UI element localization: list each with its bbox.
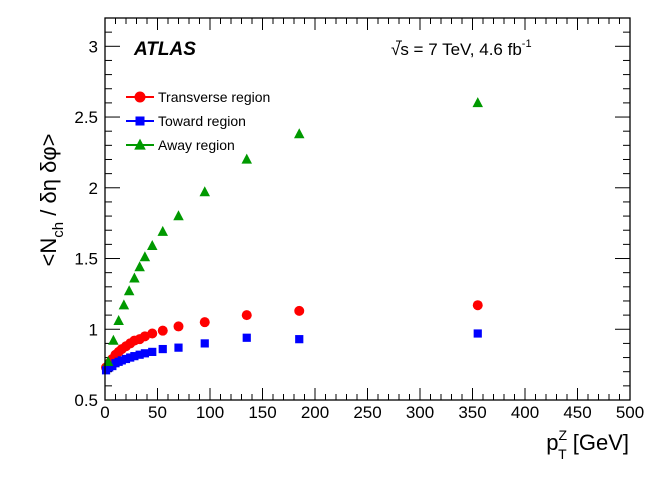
away-region-point: [157, 225, 168, 236]
toward-region-point: [117, 356, 126, 365]
plot-frame: [104, 17, 631, 401]
x-axis-label: pZ T [GeV]: [546, 427, 629, 462]
legend-marker-transverse-region: [134, 91, 146, 103]
transverse-region-point: [241, 310, 252, 321]
toward-region-point: [135, 350, 144, 359]
away-region-point: [134, 261, 145, 272]
axis-ticks: [104, 18, 631, 401]
legend-label-transverse-region: Transverse region: [158, 89, 270, 105]
y-axis-label: <Nch / δη δφ>: [36, 134, 67, 267]
away-region-point: [472, 97, 483, 108]
away-region-point: [108, 334, 119, 345]
toward-region-point: [242, 333, 251, 342]
legend: Transverse region Toward region Away regio…: [126, 89, 270, 153]
away-region-point: [173, 210, 184, 221]
x-tick-label: 50: [148, 403, 167, 422]
y-tick-label: 2.5: [74, 108, 98, 127]
x-tick-label: 100: [196, 403, 224, 422]
data-markers: [101, 97, 483, 375]
y-tick-label: 1: [89, 320, 98, 339]
x-tick-label: 150: [248, 403, 276, 422]
x-tick-label: 450: [563, 403, 591, 422]
away-region-point: [123, 285, 135, 296]
x-tick-label: 250: [353, 403, 381, 422]
x-tick-label: 200: [301, 403, 329, 422]
away-region-point: [241, 153, 252, 164]
x-tick-label: 0: [100, 403, 109, 422]
toward-region-point: [140, 349, 149, 358]
toward-region-point: [174, 343, 183, 352]
legend-label-away-region: Away region: [158, 137, 235, 153]
transverse-region-point: [199, 317, 210, 328]
legend-label-toward-region: Toward region: [158, 113, 246, 129]
transverse-region-point: [173, 321, 184, 332]
energy-label: √s = 7 TeV, 4.6 fb-1: [391, 38, 532, 59]
transverse-region-point: [294, 305, 305, 316]
atlas-label: ATLAS: [133, 39, 196, 60]
transverse-region-point: [472, 300, 483, 311]
y-tick-label: 2: [89, 179, 98, 198]
away-region-point: [139, 251, 151, 262]
away-region-point: [118, 299, 130, 310]
toward-region-point: [126, 353, 135, 362]
y-tick-label: 0.5: [74, 391, 98, 410]
toward-region-point: [295, 335, 304, 344]
away-region-point: [147, 239, 158, 250]
away-region-point: [199, 186, 210, 197]
toward-region-point: [148, 347, 157, 356]
legend-marker-toward-region: [135, 116, 145, 126]
toward-region-point: [200, 339, 209, 348]
toward-region-point: [130, 352, 139, 361]
y-tick-label: 1.5: [74, 250, 98, 269]
x-tick-label: 500: [616, 403, 644, 422]
legend-marker-away-region: [134, 138, 146, 150]
away-region-point: [294, 128, 305, 139]
transverse-region-point: [147, 328, 158, 339]
x-tick-label: 400: [511, 403, 539, 422]
axis-tick-labels: 0 50 100 150 200 250 300 350 400 450 500 0.5 1 1.5 2 2.…: [74, 37, 644, 422]
y-tick-label: 3: [89, 37, 98, 56]
x-tick-label: 300: [406, 403, 434, 422]
away-region-point: [129, 272, 140, 283]
toward-region-point: [121, 354, 131, 364]
toward-region-point: [473, 329, 482, 338]
away-region-point: [113, 314, 124, 325]
transverse-region-point: [157, 325, 168, 336]
x-tick-label: 350: [458, 403, 486, 422]
toward-region-point: [158, 344, 167, 354]
